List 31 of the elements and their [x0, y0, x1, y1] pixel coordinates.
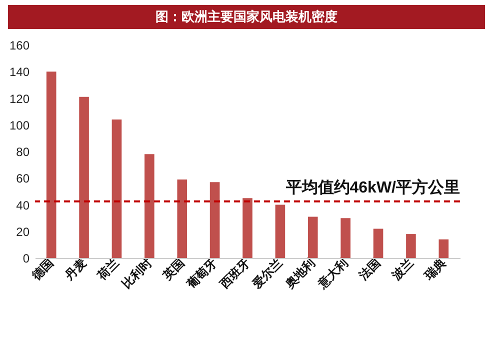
y-tick-label: 40 [16, 198, 30, 212]
x-tick-label: 比利时 [119, 256, 154, 291]
y-tick-label: 80 [16, 145, 30, 159]
y-tick-label: 60 [16, 172, 30, 186]
x-tick-label: 瑞典 [421, 256, 449, 284]
bar [210, 182, 220, 258]
y-tick-label: 100 [9, 118, 30, 132]
bar [308, 216, 318, 258]
y-tick-label: 140 [9, 65, 30, 80]
x-tick-label: 荷兰 [94, 256, 122, 284]
ref-line-label: 平均值约46kW/平方公里 [284, 177, 460, 196]
bar [144, 154, 154, 258]
y-tick-label: 160 [9, 38, 30, 52]
bar [340, 218, 350, 258]
x-tick-label: 法国 [356, 256, 384, 284]
bar [373, 228, 384, 258]
x-tick-label: 德国 [28, 256, 56, 284]
bar [406, 234, 416, 258]
y-tick-label: 0 [22, 252, 30, 266]
y-tick-label: 120 [9, 92, 30, 106]
bar [438, 239, 449, 258]
bar [79, 96, 89, 258]
bar [46, 72, 56, 258]
bar [275, 204, 286, 258]
x-tick-label: 波兰 [388, 256, 416, 284]
y-tick-label: 20 [16, 224, 30, 239]
chart-title: 图：欧洲主要国家风电装机密度 [8, 5, 485, 29]
bar [242, 198, 252, 258]
x-tick-label: 丹麦 [61, 256, 89, 284]
bar [177, 179, 188, 258]
bar [112, 120, 122, 258]
